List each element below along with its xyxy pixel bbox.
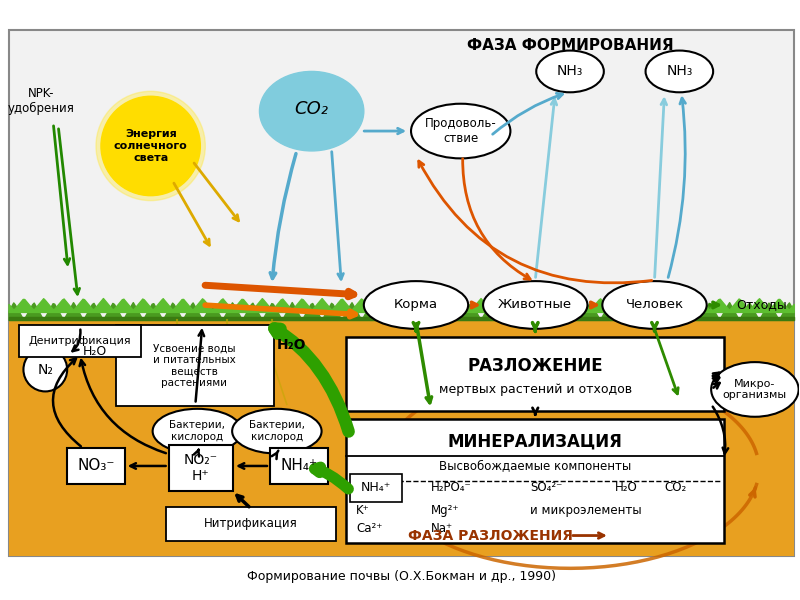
Ellipse shape — [259, 71, 364, 151]
Text: H₂O: H₂O — [83, 345, 107, 358]
Ellipse shape — [153, 409, 242, 454]
Text: мертвых растений и отходов: мертвых растений и отходов — [438, 383, 632, 396]
Text: Корма: Корма — [394, 298, 438, 311]
Text: Человек: Человек — [626, 298, 683, 311]
Ellipse shape — [711, 362, 798, 417]
Text: Отходы: Отходы — [737, 298, 787, 311]
Text: N₂: N₂ — [38, 362, 54, 377]
FancyBboxPatch shape — [9, 29, 794, 556]
Text: Животные: Животные — [498, 298, 572, 311]
Ellipse shape — [646, 50, 713, 92]
Text: NH₃: NH₃ — [666, 64, 693, 79]
Text: NO₃⁻: NO₃⁻ — [78, 458, 114, 473]
FancyBboxPatch shape — [346, 419, 724, 544]
Ellipse shape — [232, 409, 322, 454]
Text: NH₃: NH₃ — [557, 64, 583, 79]
Text: Ca²⁺: Ca²⁺ — [356, 522, 382, 535]
Text: МИНЕРАЛИЗАЦИЯ: МИНЕРАЛИЗАЦИЯ — [448, 432, 622, 450]
Text: NO₂⁻
H⁺: NO₂⁻ H⁺ — [183, 453, 218, 483]
Text: NPK-
удобрения: NPK- удобрения — [8, 87, 74, 115]
FancyBboxPatch shape — [116, 325, 274, 406]
FancyBboxPatch shape — [270, 448, 327, 484]
Text: Mg²⁺: Mg²⁺ — [431, 504, 459, 517]
Text: K⁺: K⁺ — [356, 504, 370, 517]
Text: Бактерии,
кислород: Бактерии, кислород — [170, 421, 226, 442]
FancyBboxPatch shape — [9, 320, 794, 556]
Text: РАЗЛОЖЕНИЕ: РАЗЛОЖЕНИЕ — [467, 356, 603, 374]
Text: Денитрификация: Денитрификация — [29, 336, 131, 346]
Text: H₂O: H₂O — [614, 481, 638, 494]
Text: Энергия
солнечного
света: Энергия солнечного света — [114, 130, 187, 163]
Text: CO₂: CO₂ — [665, 481, 686, 494]
Ellipse shape — [483, 281, 587, 329]
Text: Усвоение воды
и питательных
веществ
растениями: Усвоение воды и питательных веществ раст… — [153, 343, 236, 388]
Text: и микроэлементы: и микроэлементы — [530, 504, 642, 517]
Text: SO₄²⁻: SO₄²⁻ — [530, 481, 562, 494]
Text: Na⁺: Na⁺ — [431, 522, 453, 535]
Text: Продоволь-
ствие: Продоволь- ствие — [425, 117, 497, 145]
Text: CO₂: CO₂ — [294, 100, 329, 118]
Ellipse shape — [411, 104, 510, 158]
FancyBboxPatch shape — [19, 325, 141, 356]
FancyBboxPatch shape — [169, 445, 233, 491]
Text: Формирование почвы (О.Х.Бокман и др., 1990): Формирование почвы (О.Х.Бокман и др., 19… — [246, 570, 555, 583]
Text: Нитрификация: Нитрификация — [204, 517, 298, 530]
Text: ФАЗА РАЗЛОЖЕНИЯ: ФАЗА РАЗЛОЖЕНИЯ — [408, 529, 573, 542]
Text: Высвобождаемые компоненты: Высвобождаемые компоненты — [439, 460, 631, 472]
Circle shape — [101, 96, 200, 196]
Text: Микро-
организмы: Микро- организмы — [723, 379, 787, 400]
Text: Бактерии,
кислород: Бактерии, кислород — [249, 421, 305, 442]
Ellipse shape — [536, 50, 604, 92]
Ellipse shape — [602, 281, 706, 329]
Circle shape — [96, 91, 206, 200]
Text: H₂PO₄⁻: H₂PO₄⁻ — [431, 481, 472, 494]
FancyBboxPatch shape — [67, 448, 125, 484]
Text: NH₄⁺: NH₄⁺ — [280, 458, 318, 473]
Text: NH₄⁺: NH₄⁺ — [361, 481, 391, 494]
FancyBboxPatch shape — [350, 474, 402, 502]
Text: ФАЗА ФОРМИРОВАНИЯ: ФАЗА ФОРМИРОВАНИЯ — [466, 38, 674, 53]
FancyBboxPatch shape — [166, 507, 337, 541]
Ellipse shape — [364, 281, 468, 329]
Circle shape — [23, 348, 67, 391]
FancyBboxPatch shape — [346, 337, 724, 412]
Text: H₂O: H₂O — [277, 338, 306, 352]
